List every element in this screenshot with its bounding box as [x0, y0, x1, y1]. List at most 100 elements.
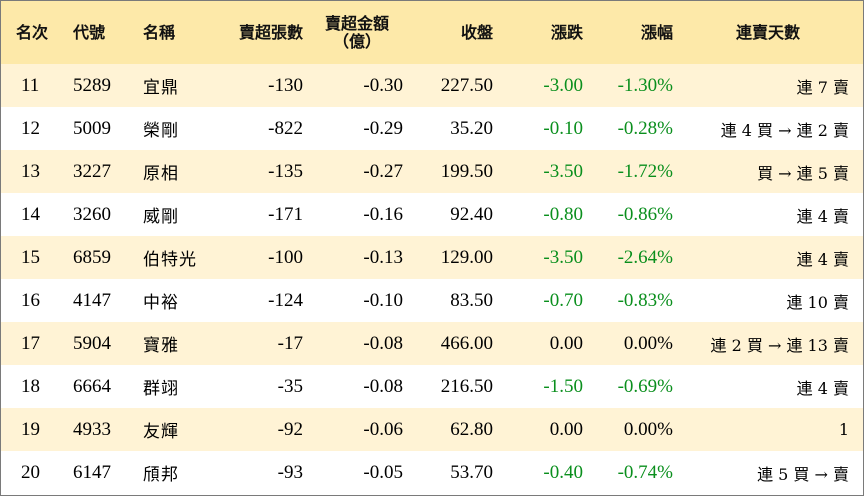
header-rank[interactable]: 名次 — [15, 22, 48, 42]
cell-sell-shares: -35 — [277, 375, 303, 397]
cell-sell-shares: -93 — [277, 461, 303, 483]
table-header-row: 名次 代號 名稱 賣超張數 賣超金額 （億） 收盤 漲跌 漲幅 連賣天數 — [1, 1, 863, 64]
cell-name: 威剛 — [143, 207, 179, 227]
header-sell-amount[interactable]: 賣超金額 （億） — [311, 1, 411, 64]
cell-pct: -1.72% — [617, 160, 673, 182]
cell-pct: -2.64% — [617, 246, 673, 268]
table-row[interactable]: 19 4933 友輝 -92 -0.06 62.80 0.00 0.00% 1 — [1, 408, 863, 451]
cell-name: 伯特光 — [143, 250, 197, 270]
cell-name: 友輝 — [143, 422, 179, 442]
cell-code: 5904 — [73, 332, 111, 354]
cell-pct: -1.30% — [617, 74, 673, 96]
cell-close: 466.00 — [440, 332, 493, 354]
cell-name: 原相 — [143, 164, 179, 184]
cell-close: 92.40 — [450, 203, 493, 225]
cell-pct: 0.00% — [623, 332, 673, 354]
cell-streak: 連 4 賣 — [796, 206, 849, 226]
cell-change: -1.50 — [543, 375, 583, 397]
cell-close: 199.50 — [440, 160, 493, 182]
cell-pct: -0.28% — [617, 117, 673, 139]
table-row[interactable]: 17 5904 寶雅 -17 -0.08 466.00 0.00 0.00% 連 2 買 → 連… — [1, 322, 863, 365]
cell-code: 4147 — [73, 289, 111, 311]
cell-streak: 買 → 連 5 賣 — [757, 163, 849, 183]
cell-pct: -0.74% — [617, 461, 673, 483]
cell-close: 216.50 — [440, 375, 493, 397]
cell-change: -0.80 — [543, 203, 583, 225]
cell-sell-amount: -0.16 — [363, 203, 403, 225]
cell-rank: 13 — [21, 160, 40, 182]
cell-streak: 連 7 賣 — [796, 77, 849, 97]
header-change[interactable]: 漲跌 — [550, 22, 583, 42]
cell-sell-amount: -0.13 — [363, 246, 403, 268]
table-row[interactable]: 12 5009 榮剛 -822 -0.29 35.20 -0.10 -0.28% 連 4 買 →… — [1, 107, 863, 150]
cell-name: 中裕 — [143, 293, 179, 313]
cell-code: 6859 — [73, 246, 111, 268]
cell-sell-amount: -0.08 — [363, 375, 403, 397]
table-row[interactable]: 15 6859 伯特光 -100 -0.13 129.00 -3.50 -2.64% 連 4 賣 — [1, 236, 863, 279]
cell-code: 4933 — [73, 418, 111, 440]
cell-sell-shares: -135 — [268, 160, 303, 182]
cell-pct: 0.00% — [623, 418, 673, 440]
cell-sell-amount: -0.05 — [363, 461, 403, 483]
cell-sell-amount: -0.08 — [363, 332, 403, 354]
cell-close: 62.80 — [450, 418, 493, 440]
header-close[interactable]: 收盤 — [460, 22, 493, 42]
header-streak[interactable]: 連賣天數 — [735, 22, 800, 42]
cell-change: -0.70 — [543, 289, 583, 311]
cell-sell-shares: -92 — [277, 418, 303, 440]
cell-rank: 17 — [21, 332, 40, 354]
cell-close: 35.20 — [450, 117, 493, 139]
cell-code: 5289 — [73, 74, 111, 96]
table-row[interactable]: 14 3260 威剛 -171 -0.16 92.40 -0.80 -0.86% 連 4 賣 — [1, 193, 863, 236]
cell-streak: 連 2 買 → 連 13 賣 — [710, 335, 849, 355]
cell-rank: 11 — [21, 74, 40, 96]
cell-streak: 連 4 買 → 連 2 賣 — [720, 120, 849, 140]
cell-sell-shares: -130 — [268, 74, 303, 96]
cell-rank: 20 — [21, 461, 40, 483]
cell-change: -3.50 — [543, 160, 583, 182]
cell-rank: 14 — [21, 203, 40, 225]
header-sell-amount-label: 賣超金額 — [324, 13, 389, 33]
table-row[interactable]: 20 6147 頎邦 -93 -0.05 53.70 -0.40 -0.74% 連 5 買 → … — [1, 451, 863, 494]
cell-name: 宜鼎 — [143, 78, 179, 98]
cell-change: 0.00 — [549, 418, 583, 440]
cell-sell-amount: -0.10 — [363, 289, 403, 311]
cell-close: 129.00 — [440, 246, 493, 268]
table-row[interactable]: 18 6664 群翊 -35 -0.08 216.50 -1.50 -0.69% 連 4 賣 — [1, 365, 863, 408]
header-sell-shares[interactable]: 賣超張數 — [238, 22, 303, 42]
cell-close: 83.50 — [450, 289, 493, 311]
cell-code: 6664 — [73, 375, 111, 397]
cell-rank: 16 — [21, 289, 40, 311]
cell-sell-amount: -0.30 — [363, 74, 403, 96]
cell-sell-amount: -0.06 — [363, 418, 403, 440]
header-code[interactable]: 代號 — [73, 22, 106, 42]
cell-streak: 連 5 買 → 賣 — [757, 464, 849, 484]
header-name[interactable]: 名稱 — [143, 22, 176, 42]
cell-name: 群翊 — [143, 379, 179, 399]
cell-name: 寶雅 — [143, 336, 179, 356]
cell-change: -3.50 — [543, 246, 583, 268]
cell-rank: 15 — [21, 246, 40, 268]
table-row[interactable]: 13 3227 原相 -135 -0.27 199.50 -3.50 -1.72% 買 → 連 … — [1, 150, 863, 193]
cell-sell-amount: -0.29 — [363, 117, 403, 139]
cell-streak: 1 — [838, 420, 849, 439]
cell-code: 5009 — [73, 117, 111, 139]
table-row[interactable]: 11 5289 宜鼎 -130 -0.30 227.50 -3.00 -1.30% 連 7 賣 — [1, 64, 863, 107]
cell-rank: 19 — [21, 418, 40, 440]
cell-streak: 連 10 賣 — [786, 292, 849, 312]
cell-sell-shares: -171 — [268, 203, 303, 225]
cell-name: 頎邦 — [143, 465, 179, 485]
cell-change: 0.00 — [549, 332, 583, 354]
header-sell-amount-unit: （億） — [332, 31, 381, 51]
cell-change: -3.00 — [543, 74, 583, 96]
cell-streak: 連 4 賣 — [796, 249, 849, 269]
cell-name: 榮剛 — [143, 121, 179, 141]
table-row[interactable]: 16 4147 中裕 -124 -0.10 83.50 -0.70 -0.83% 連 10 賣 — [1, 279, 863, 322]
cell-change: -0.10 — [543, 117, 583, 139]
header-pct[interactable]: 漲幅 — [640, 22, 673, 42]
cell-sell-shares: -124 — [268, 289, 303, 311]
cell-rank: 18 — [21, 375, 40, 397]
cell-rank: 12 — [21, 117, 40, 139]
